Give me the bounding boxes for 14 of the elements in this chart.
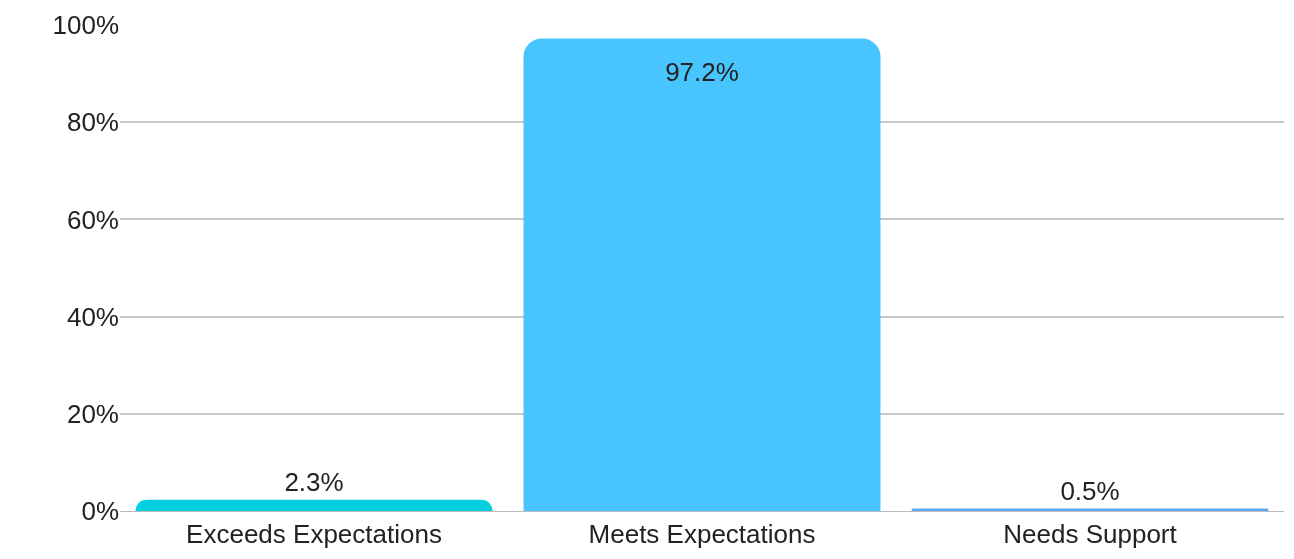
data-label: 2.3% bbox=[284, 466, 344, 497]
bar bbox=[523, 38, 881, 511]
y-tick-label: 100% bbox=[52, 10, 119, 41]
x-tick-label: Needs Support bbox=[1003, 519, 1178, 550]
data-label: 0.5% bbox=[1060, 475, 1120, 506]
y-tick-label: 20% bbox=[66, 398, 119, 429]
x-tick-label: Meets Expectations bbox=[588, 519, 816, 550]
data-label: 97.2% bbox=[665, 56, 739, 87]
y-tick-label: 80% bbox=[66, 107, 119, 138]
x-tick-label: Exceeds Expectations bbox=[186, 519, 442, 550]
bar bbox=[135, 499, 493, 511]
y-tick-label: 40% bbox=[66, 301, 119, 332]
y-tick-label: 0% bbox=[81, 496, 119, 527]
y-tick-label: 60% bbox=[66, 204, 119, 235]
